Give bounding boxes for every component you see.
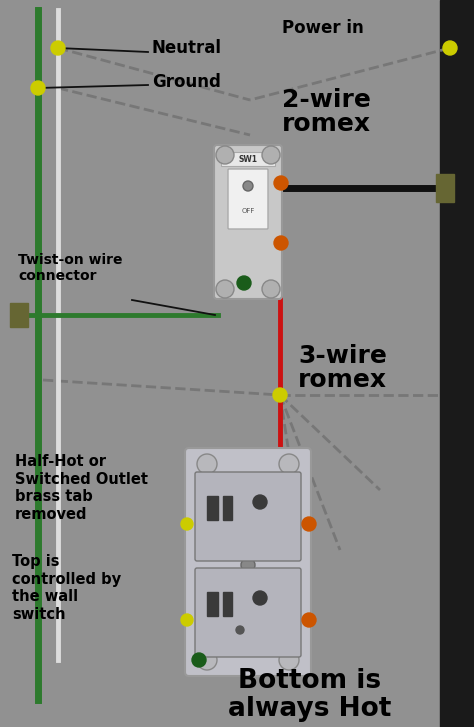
- Bar: [221, 152, 275, 166]
- FancyBboxPatch shape: [214, 145, 282, 299]
- Circle shape: [237, 276, 251, 290]
- Text: Neutral: Neutral: [152, 39, 222, 57]
- Circle shape: [216, 280, 234, 298]
- Circle shape: [443, 41, 457, 55]
- FancyBboxPatch shape: [195, 568, 301, 657]
- Text: Bottom is
always Hot: Bottom is always Hot: [228, 669, 392, 721]
- Circle shape: [274, 176, 288, 190]
- Text: Power in: Power in: [282, 19, 364, 37]
- Circle shape: [181, 614, 193, 626]
- Text: 3-wire
romex: 3-wire romex: [298, 344, 387, 393]
- Circle shape: [31, 81, 45, 95]
- Circle shape: [243, 181, 253, 191]
- Circle shape: [197, 454, 217, 474]
- Circle shape: [181, 518, 193, 530]
- Bar: [223, 592, 232, 616]
- Circle shape: [192, 653, 206, 667]
- Circle shape: [216, 146, 234, 164]
- Circle shape: [253, 495, 267, 509]
- Circle shape: [279, 454, 299, 474]
- Text: Ground: Ground: [152, 73, 221, 91]
- Circle shape: [262, 146, 280, 164]
- Bar: [436, 174, 454, 202]
- Text: Half-Hot or
Switched Outlet
brass tab
removed: Half-Hot or Switched Outlet brass tab re…: [15, 454, 148, 521]
- Bar: [207, 592, 218, 616]
- Bar: [223, 496, 232, 520]
- Circle shape: [197, 650, 217, 670]
- Circle shape: [236, 626, 244, 634]
- Text: SW1: SW1: [238, 155, 257, 164]
- Text: OFF: OFF: [241, 208, 255, 214]
- Circle shape: [279, 650, 299, 670]
- Circle shape: [241, 558, 255, 572]
- Circle shape: [274, 236, 288, 250]
- Bar: [10, 303, 28, 327]
- Bar: [440, 0, 474, 727]
- Circle shape: [273, 388, 287, 402]
- Circle shape: [302, 613, 316, 627]
- Text: Top is
controlled by
the wall
switch: Top is controlled by the wall switch: [12, 555, 121, 622]
- Text: Twist-on wire
connector: Twist-on wire connector: [18, 253, 122, 283]
- FancyBboxPatch shape: [228, 169, 268, 229]
- Text: 2-wire
romex: 2-wire romex: [282, 87, 371, 137]
- Circle shape: [51, 41, 65, 55]
- Circle shape: [262, 280, 280, 298]
- FancyBboxPatch shape: [195, 472, 301, 561]
- Circle shape: [302, 517, 316, 531]
- Bar: [207, 496, 218, 520]
- FancyBboxPatch shape: [185, 448, 311, 676]
- Circle shape: [253, 591, 267, 605]
